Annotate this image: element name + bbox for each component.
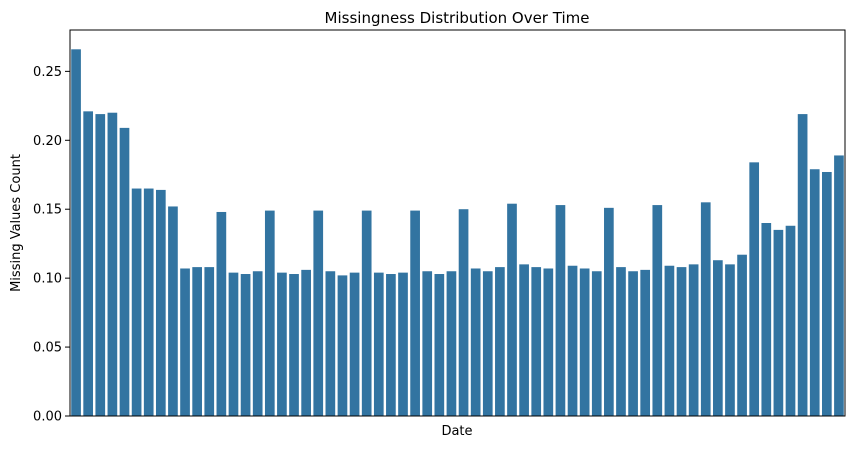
bar: [604, 207, 614, 416]
bar: [410, 210, 420, 416]
y-axis-label: Missing Values Count: [9, 154, 24, 292]
bar: [301, 269, 311, 416]
bar: [761, 223, 772, 416]
bar: [119, 127, 130, 416]
chart-title: Missingness Distribution Over Time: [325, 9, 590, 27]
bar: [83, 111, 94, 416]
bar: [95, 114, 106, 416]
bar: [773, 229, 784, 416]
bar: [495, 267, 505, 416]
plot-frame: [69, 29, 846, 417]
bar: [470, 268, 481, 416]
bar: [422, 271, 433, 416]
y-tick-label: 0.25: [33, 65, 62, 80]
bar: [386, 274, 396, 416]
bar: [155, 189, 166, 416]
bar: [664, 265, 675, 416]
bar: [180, 268, 190, 416]
bar: [713, 260, 723, 416]
bar: [676, 267, 687, 416]
bar: [834, 155, 844, 416]
y-tick-label: 0.15: [33, 203, 62, 218]
bar: [325, 271, 336, 416]
bar: [700, 202, 711, 416]
bar: [240, 274, 251, 416]
bar: [482, 271, 493, 416]
bar: [458, 209, 469, 416]
bar: [688, 264, 699, 416]
bar: [349, 272, 360, 416]
bar: [252, 271, 263, 416]
bar: [192, 267, 202, 416]
bar: [555, 205, 566, 416]
bar: [579, 268, 590, 416]
bar: [797, 114, 808, 416]
bars-layer: [71, 49, 844, 417]
bar: [337, 275, 348, 416]
bar: [446, 271, 457, 416]
bar: [640, 269, 651, 416]
y-tick-label: 0.10: [33, 272, 62, 287]
bar: [289, 274, 299, 416]
bar: [143, 188, 154, 416]
bar: [204, 267, 215, 416]
y-axis: 0.00 0.05 0.10 0.15 0.20 0.25: [33, 65, 70, 425]
y-tick-label: 0.05: [33, 341, 62, 356]
bar: [71, 49, 81, 417]
bar: [628, 271, 638, 416]
bar: [216, 211, 227, 416]
bar: [398, 272, 408, 416]
bar: [507, 203, 517, 416]
bar: [616, 267, 626, 416]
bar: [373, 272, 384, 416]
bar: [725, 264, 735, 416]
bar: [434, 274, 445, 416]
x-axis-label: Date: [441, 424, 472, 439]
y-tick-label: 0.20: [33, 134, 62, 149]
y-tick-label: 0.00: [33, 410, 62, 425]
bar: [749, 162, 760, 416]
bar: [228, 272, 239, 416]
bar: [543, 268, 554, 416]
bar: [277, 272, 287, 416]
bar: [785, 225, 796, 416]
bar: [567, 265, 578, 416]
bar: [264, 210, 275, 416]
bar: [168, 206, 178, 416]
bar: [313, 210, 324, 416]
bar: [821, 171, 832, 416]
bar: [131, 188, 142, 416]
bar: [107, 112, 118, 417]
bar: [809, 169, 820, 416]
bar: [361, 210, 372, 416]
bar: [652, 205, 663, 416]
bar: [737, 254, 747, 416]
bar: [531, 267, 542, 416]
bar: [519, 264, 529, 416]
bar: [591, 271, 602, 416]
